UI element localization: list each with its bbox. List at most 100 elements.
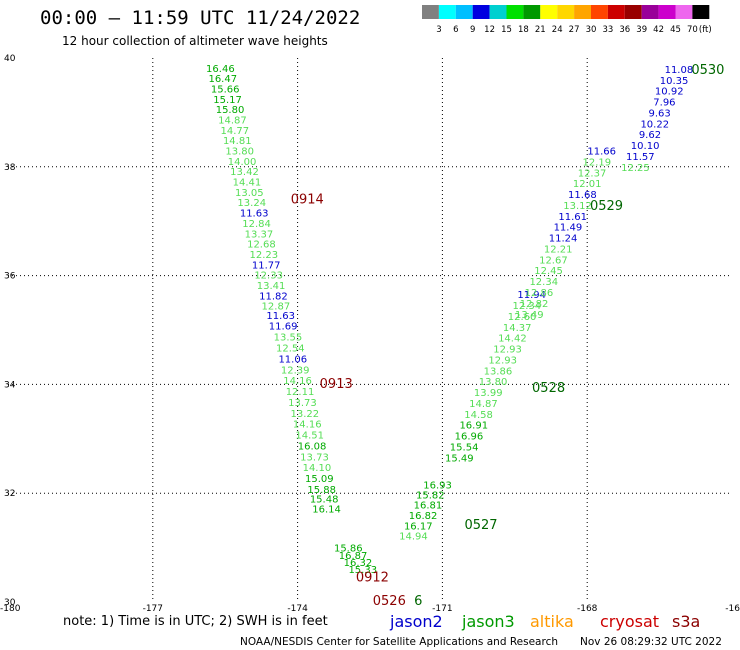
swh-value: 13.49 [515,310,544,321]
swh-value: 15.33 [348,565,377,576]
swh-value: 13.80 [225,147,254,158]
swh-value: 15.88 [307,485,336,496]
swh-value: 14.41 [233,178,262,189]
swh-value: 12.19 [583,157,612,168]
scale-swatch [624,5,642,19]
swh-value: 11.57 [626,152,655,163]
swh-value: 13.37 [245,229,274,240]
pass-label: 0913 [320,377,353,392]
swh-value: 11.77 [252,260,281,271]
scale-label: 30 [586,25,597,35]
scale-label: 45 [670,25,681,35]
scale-label: 18 [518,25,529,35]
swh-value: 14.51 [295,431,324,442]
pass-label: 6 [414,594,422,609]
swh-value: 15.80 [216,105,245,116]
swh-value: 13.41 [257,281,286,292]
swh-value: 12.21 [544,244,573,255]
scale-swatch [523,5,541,19]
swh-value: 13.12 [563,201,592,212]
scale-label: 21 [535,25,546,35]
swh-value: 14.94 [399,532,428,543]
swh-value: 11.66 [587,147,616,158]
swh-value: 16.87 [339,551,368,562]
x-tick-label: -16 [725,604,740,614]
scale-swatch [607,5,625,19]
scale-label: 70 [687,25,698,35]
x-tick-label: -171 [432,604,452,614]
swh-value: 9.62 [639,130,661,141]
swh-value: 7.96 [653,98,675,109]
swh-value: 14.42 [498,334,527,345]
color-scale-legend: 3 6 9 12 15 18 21 24 27 30 33 36 39 42 45 70 (ft) [422,5,712,35]
credit-left: NOAA/NESDIS Center for Satellite Applica… [240,636,558,648]
swh-value: 13.73 [300,452,329,463]
swh-value: 16.91 [459,421,488,432]
swh-value: 12.39 [281,365,310,376]
scale-label: 36 [619,25,630,35]
swh-value: 13.73 [288,398,317,409]
pass-label: 0527 [464,518,497,533]
swh-value: 14.37 [503,323,532,334]
scale-swatch [641,5,659,19]
y-tick-label: 34 [4,380,16,390]
scale-swatch [455,5,473,19]
pass-label: 0526 [373,594,406,609]
swh-value: 13.99 [474,388,503,399]
swh-value: 15.82 [416,490,445,501]
swh-value: 12.33 [254,271,283,282]
swh-value: 14.58 [464,410,493,421]
swh-value: 12.84 [242,219,271,230]
swh-value: 12.23 [249,250,278,261]
credit-right: Nov 26 08:29:32 UTC 2022 [580,636,722,648]
scale-label: 9 [470,25,475,35]
swh-value: 13.80 [479,377,508,388]
swh-value: 12.67 [539,255,568,266]
satellite-cryosat: cryosat [600,612,659,631]
swh-value: 14.81 [223,136,252,147]
swh-value: 10.22 [640,119,669,130]
scale-label: 24 [552,25,563,35]
swh-value: 12.68 [247,240,276,251]
swh-value: 11.69 [269,322,298,333]
scale-label: 33 [602,25,613,35]
swh-value: 12.60 [508,312,537,323]
swh-value: 11.94 [517,290,546,301]
swh-value: 13.05 [235,188,264,199]
scale-label: 39 [636,25,647,35]
swh-value: 14.87 [469,399,498,410]
swh-value: 15.17 [213,95,242,106]
swh-value: 13.55 [274,333,303,344]
scale-label: 3 [436,25,441,35]
swh-value: 16.14 [312,505,341,516]
y-tick-label: 40 [4,54,16,64]
swh-value: 11.24 [549,234,578,245]
swh-value: 12.34 [513,301,542,312]
swh-value: 11.08 [665,65,694,76]
scale-label: 15 [501,25,512,35]
satellite-s3a: s3a [672,612,700,631]
swh-value: 15.54 [450,443,479,454]
satellite-altika: altika [530,612,574,631]
swh-value: 13.24 [237,198,266,209]
swh-value: 14.87 [218,116,247,127]
scale-swatch [422,5,439,19]
x-tick-label: -180 [0,604,21,614]
y-tick-label: 30 [4,598,16,608]
satellite-jason3: jason3 [461,612,515,631]
grid-lines [8,58,732,602]
pass-label: 0529 [590,199,623,214]
x-tick-label: -177 [143,604,163,614]
swh-value: 11.82 [259,291,288,302]
swh-value: 10.10 [631,141,660,152]
swh-value: 14.16 [293,420,322,431]
swh-value: 12.37 [578,168,607,179]
satellite-legend: jason2 jason3 altika cryosat s3a [389,612,700,631]
pass-label: 0914 [291,192,324,207]
swh-value: 15.09 [305,474,334,485]
scale-swatch [540,5,558,19]
scale-swatch [591,5,608,19]
swh-value: 13.22 [291,409,320,420]
scale-unit: (ft) [699,25,712,35]
swh-value: 12.93 [493,345,522,356]
